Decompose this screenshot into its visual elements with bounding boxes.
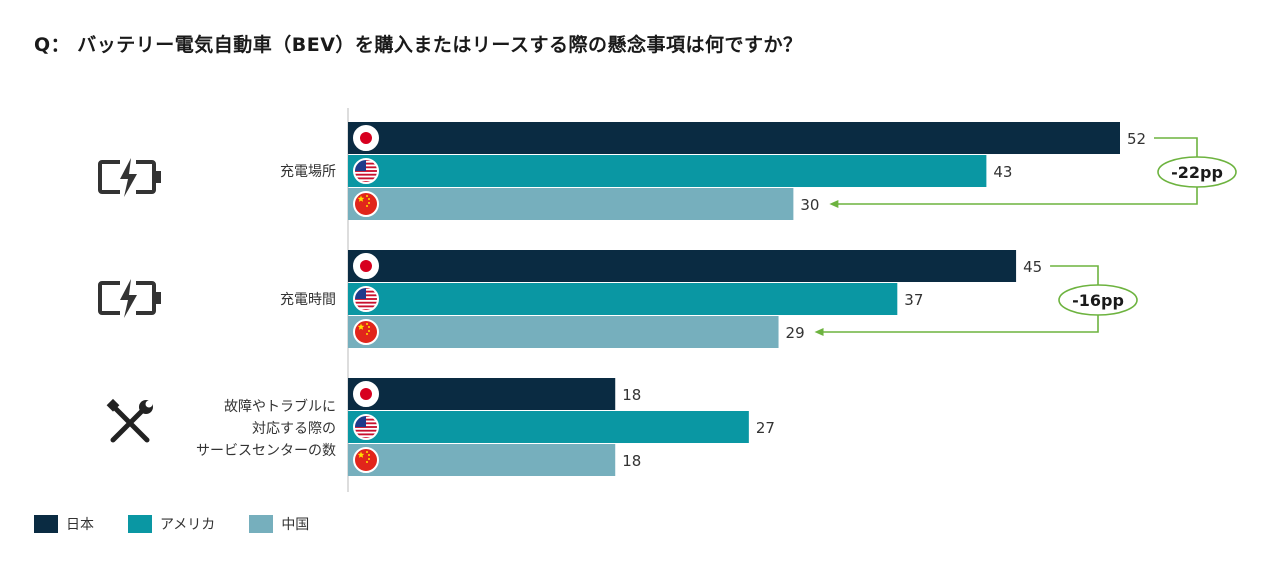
japan-flag-0 [353, 125, 379, 151]
difference-arrowhead-0 [829, 200, 839, 208]
japan-flag-1 [353, 253, 379, 279]
bar-value-label-0-1: 43 [993, 163, 1012, 181]
usa-flag-1 [353, 286, 379, 312]
bar-value-label-2-0: 18 [622, 386, 641, 404]
legend: 日本 アメリカ 中国 [34, 514, 343, 534]
legend-swatch-china [249, 515, 274, 533]
legend-item-china: 中国 [249, 514, 309, 534]
bar-2-2 [348, 444, 616, 476]
battery-charging-icon [98, 158, 161, 197]
difference-oval-1 [1058, 284, 1138, 316]
china-flag-1 [353, 319, 379, 345]
chart-title: Q： バッテリー電気自動車（BEV）を購入またはリースする際の懸念事項は何ですか… [34, 34, 803, 56]
legend-swatch-japan [34, 515, 58, 533]
bar-value-label-2-2: 18 [622, 452, 641, 470]
legend-label-china: 中国 [281, 517, 310, 533]
legend-item-japan: 日本 [34, 514, 94, 534]
category-label-1-0: 充電時間 [280, 292, 336, 308]
bar-value-label-0-0: 52 [1127, 130, 1146, 148]
battery-charging-icon [98, 279, 161, 318]
bar-value-label-1-1: 37 [904, 291, 923, 309]
category-label-2-0: 故障やトラブルに [224, 398, 336, 415]
category-label-2-1: 対応する際の [252, 421, 336, 437]
bar-2-0 [348, 378, 616, 410]
legend-label-usa: アメリカ [160, 517, 216, 533]
difference-label-1: -16pp [1072, 291, 1124, 310]
difference-label-0: -22pp [1171, 163, 1223, 182]
legend-item-usa: アメリカ [128, 514, 215, 534]
usa-flag-0 [353, 158, 379, 184]
category-label-2-2: サービスセンターの数 [196, 443, 336, 459]
bar-2-1 [348, 411, 749, 443]
japan-flag-2 [353, 381, 379, 407]
bar-value-label-2-1: 27 [756, 419, 775, 437]
difference-oval-0 [1157, 156, 1237, 188]
bar-value-label-1-0: 45 [1023, 258, 1042, 276]
category-label-0-0: 充電場所 [280, 164, 336, 180]
bar-value-label-0-2: 30 [800, 196, 819, 214]
tools-icon [106, 398, 153, 443]
bar-1-2 [348, 316, 779, 348]
bar-value-label-1-2: 29 [786, 324, 805, 342]
bar-1-1 [348, 283, 898, 315]
usa-flag-2 [353, 414, 379, 440]
difference-arrowhead-1 [814, 328, 824, 336]
china-flag-2 [353, 447, 379, 473]
china-flag-0 [353, 191, 379, 217]
legend-swatch-usa [128, 515, 152, 533]
bar-0-2 [348, 188, 794, 220]
bar-0-1 [348, 155, 987, 187]
bar-1-0 [348, 250, 1017, 282]
bar-0-0 [348, 122, 1120, 154]
legend-label-japan: 日本 [66, 517, 94, 533]
